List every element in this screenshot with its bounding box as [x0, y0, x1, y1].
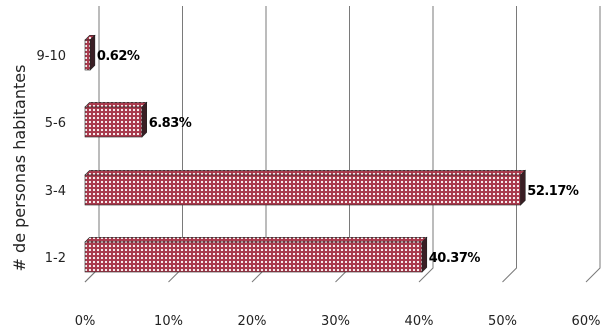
data-labels: 0.62% 6.83% 52.17% 40.37%	[97, 49, 580, 266]
x-axis-ticks: 0% 10% 20% 30% 40% 50% 60%	[75, 314, 601, 327]
bar-top-face	[84, 102, 148, 108]
data-label: 40.37%	[429, 251, 481, 266]
bar-side-face	[520, 169, 526, 206]
y-axis-title: # de personas habitantes	[10, 65, 29, 272]
bar-front-face	[84, 39, 91, 71]
bar-front-face	[84, 241, 423, 273]
bar	[84, 169, 527, 206]
bar-top-face	[84, 237, 428, 243]
y-tick-label: 1-2	[45, 251, 66, 266]
x-tick-label: 30%	[321, 314, 350, 327]
x-tick-label: 20%	[238, 314, 267, 327]
bar-side-face	[141, 101, 147, 138]
data-label: 0.62%	[97, 49, 140, 64]
y-tick-label: 3-4	[45, 184, 66, 199]
data-label: 6.83%	[149, 116, 192, 131]
x-tick-label: 10%	[154, 314, 183, 327]
y-axis-categories: 9-10 5-6 3-4 1-2	[36, 49, 66, 266]
bar	[84, 34, 96, 71]
y-tick-label: 9-10	[36, 49, 66, 64]
x-tick-label: 40%	[405, 314, 434, 327]
bar-side-face	[89, 34, 96, 71]
bar-front-face	[84, 106, 143, 138]
y-tick-label: 5-6	[45, 116, 66, 131]
gridline-60	[585, 6, 601, 283]
bar	[84, 101, 148, 138]
gridline-40	[418, 6, 434, 283]
bar-top-face	[84, 170, 527, 176]
bar	[84, 236, 428, 273]
bars	[84, 34, 527, 273]
gridline-50	[502, 6, 517, 283]
bar-front-face	[84, 174, 521, 206]
x-tick-label: 0%	[75, 314, 96, 327]
x-tick-label: 60%	[572, 314, 601, 327]
data-label: 52.17%	[527, 184, 579, 199]
bar-side-face	[421, 236, 428, 273]
x-tick-label: 50%	[488, 314, 517, 327]
